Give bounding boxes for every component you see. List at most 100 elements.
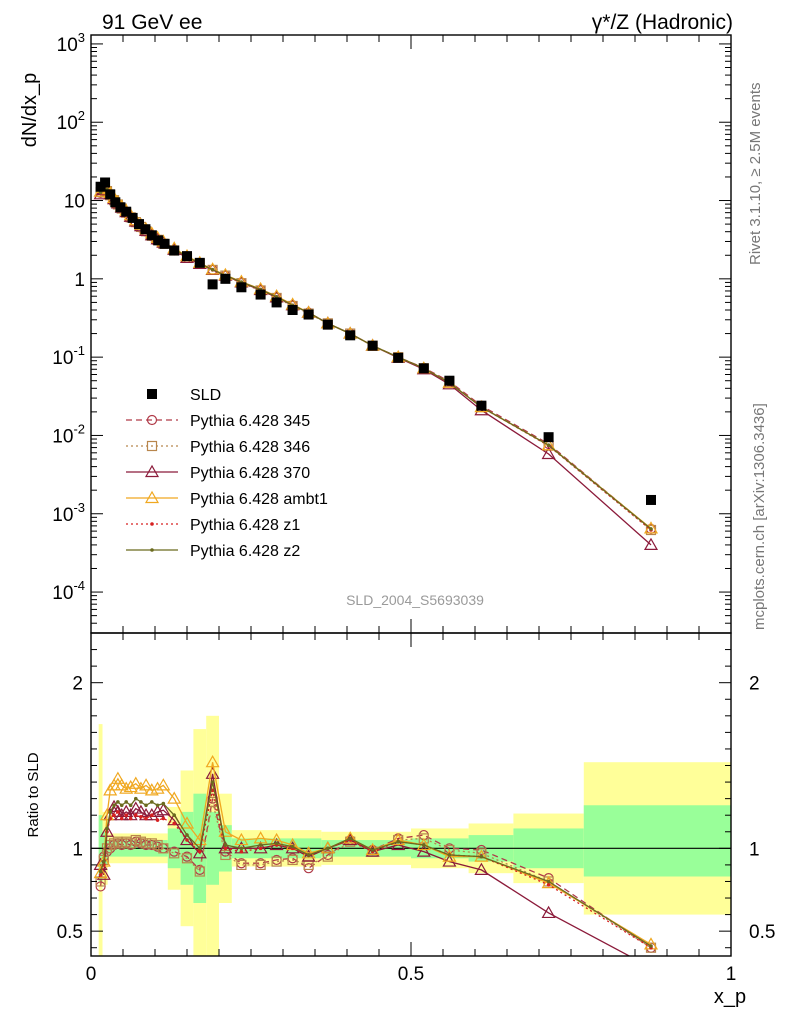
ratio-point-z2 xyxy=(447,853,452,857)
ratio-point-z1 xyxy=(139,815,143,819)
ratio-point-z1 xyxy=(223,846,228,851)
ratio-point-z2 xyxy=(124,800,128,804)
ratio-point-p370 xyxy=(156,803,171,816)
ratio-point-z2 xyxy=(98,869,103,874)
ratio-point-p370 xyxy=(150,804,165,817)
ratio-y-tick-label-right: 0.5 xyxy=(749,922,775,943)
data-point-sld xyxy=(271,297,282,308)
x-axis-label: x_p xyxy=(714,986,746,1008)
legend-marker-p346 xyxy=(146,440,158,452)
data-point-sld xyxy=(194,257,205,268)
header-right-title: γ*/Z (Hadronic) xyxy=(592,11,733,34)
main-y-tick-label: 10 xyxy=(64,192,85,213)
main-y-tick-label: 10-1 xyxy=(52,343,85,369)
ratio-point-p370 xyxy=(416,844,431,857)
ratio-point-ambt1 xyxy=(343,831,358,844)
ratio-point-p346 xyxy=(220,849,231,861)
ratio-point-z2 xyxy=(239,846,244,851)
data-point-sld xyxy=(367,340,378,351)
point-ambt1 xyxy=(541,438,556,451)
ratio-point-p346 xyxy=(194,866,205,877)
ratio-point-z1 xyxy=(119,816,124,821)
point-z2 xyxy=(210,267,215,272)
data-point-sld xyxy=(121,206,132,217)
ratio-point-p370 xyxy=(205,766,220,779)
data-point-sld xyxy=(127,212,138,223)
ratio-y-tick-label-right: 2 xyxy=(749,674,760,695)
main-y-tick-label: 103 xyxy=(57,30,85,56)
ratio-point-z2 xyxy=(274,841,279,846)
ratio-point-z1 xyxy=(150,813,154,818)
series-line-ambt1 xyxy=(100,187,652,529)
ratio-point-z2 xyxy=(108,810,112,814)
ratio-point-p346 xyxy=(271,856,282,867)
ratio-point-z2 xyxy=(185,833,189,837)
data-point-sld xyxy=(287,304,298,315)
x-tick-label: 0 xyxy=(86,964,97,985)
ratio-point-z2 xyxy=(370,848,375,852)
ratio-point-ambt1 xyxy=(205,754,220,768)
point-z2 xyxy=(649,527,653,531)
data-point-sld xyxy=(207,279,218,290)
legend-marker-ambt1 xyxy=(144,490,160,504)
data-point-sld xyxy=(105,189,116,200)
ratio-point-p346 xyxy=(169,848,180,859)
main-y-tick-label: 1 xyxy=(74,270,85,291)
ratio-point-z2 xyxy=(119,803,124,808)
ratio-point-p346 xyxy=(418,833,429,844)
legend-marker-p370 xyxy=(144,464,160,478)
data-point-sld xyxy=(393,352,404,363)
data-point-sld xyxy=(159,238,170,249)
ratio-point-p346 xyxy=(322,851,333,862)
ratio-point-p370 xyxy=(253,841,268,854)
ratio-y-tick-label: 2 xyxy=(72,674,83,695)
data-point-sld xyxy=(140,224,151,235)
ratio-point-z1 xyxy=(185,838,189,842)
ratio-point-ambt1 xyxy=(301,846,316,859)
ratio-point-ambt1 xyxy=(110,771,125,784)
ratio-point-ambt1 xyxy=(93,865,108,879)
ratio-point-z2 xyxy=(223,843,228,847)
ratio-point-ambt1 xyxy=(253,831,268,844)
ratio-point-p346 xyxy=(135,836,147,847)
series-line-p370 xyxy=(100,189,652,546)
series-line-p345 xyxy=(100,189,652,530)
ratio-point-z2 xyxy=(290,844,295,849)
ratio-point-z2 xyxy=(144,803,148,808)
ratio-point-z1 xyxy=(198,849,202,854)
legend: SLD Pythia 6.428 345 Pythia 6.428 346 Pythi… xyxy=(126,387,328,560)
main-y-tick-label: 10-2 xyxy=(52,421,85,447)
legend-label-p345: Pythia 6.428 345 xyxy=(190,413,310,430)
ratio-point-z2 xyxy=(198,846,202,851)
ratio-point-z1 xyxy=(546,882,551,887)
data-point-sld xyxy=(322,319,333,330)
ratio-point-z2 xyxy=(150,800,154,804)
series-line-z2 xyxy=(100,187,652,530)
data-point-sld xyxy=(134,219,144,230)
ratio-point-z1 xyxy=(112,813,116,818)
ratio-point-p346 xyxy=(146,838,157,849)
ratio-point-p370 xyxy=(541,905,556,919)
ratio-point-z1 xyxy=(239,849,244,854)
ratio-point-ambt1 xyxy=(156,778,171,791)
data-point-sld xyxy=(303,309,314,320)
x-tick-label: 0.5 xyxy=(398,964,424,985)
rivet-version-label: Rivet 3.1.10, ≥ 2.5M events xyxy=(747,83,764,266)
data-point-sld xyxy=(153,235,164,246)
ratio-point-z1 xyxy=(155,818,160,822)
point-p370 xyxy=(643,537,659,551)
ratio-point-p370 xyxy=(192,846,207,859)
x-tick-label: 1 xyxy=(726,964,737,985)
data-point-sld xyxy=(543,432,554,443)
ratio-point-ambt1 xyxy=(391,832,406,846)
main-y-tick-label: 10-3 xyxy=(52,500,85,526)
ratio-point-z2 xyxy=(396,839,401,844)
ratio-point-z2 xyxy=(649,944,653,948)
ratio-point-p346 xyxy=(255,859,266,870)
ratio-point-z1 xyxy=(124,813,128,818)
ratio-point-ambt1 xyxy=(133,781,148,794)
legend-marker-sld xyxy=(147,389,157,399)
ratio-point-p346 xyxy=(287,854,298,866)
ratio-point-p346 xyxy=(125,838,136,849)
